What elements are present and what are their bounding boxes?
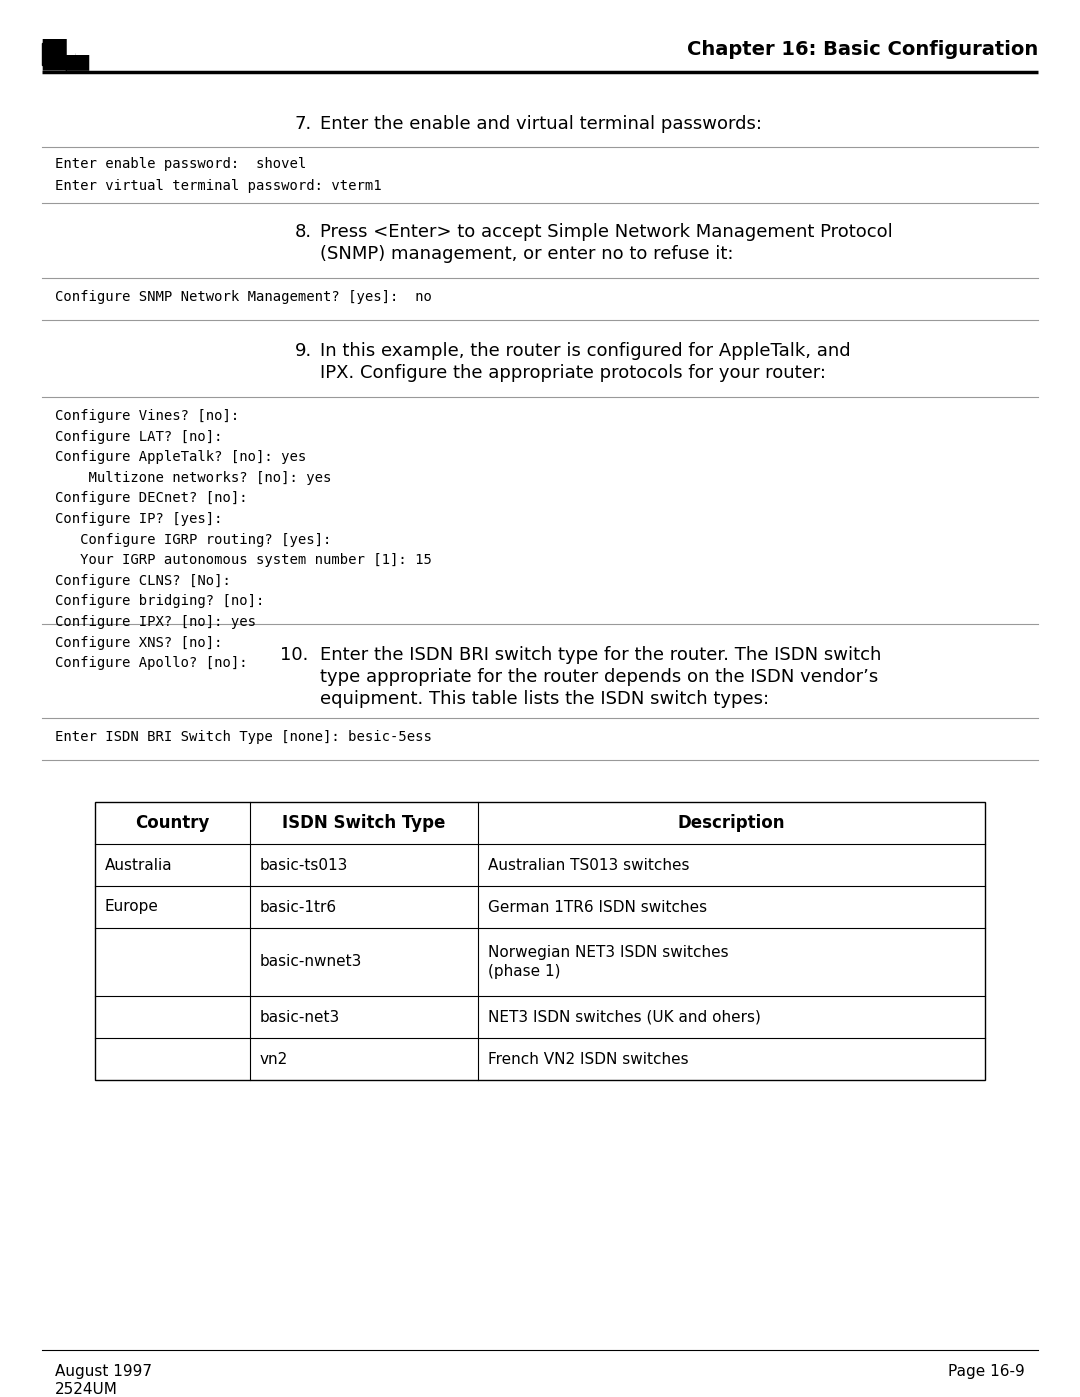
Text: basic-nwnet3: basic-nwnet3 <box>260 954 363 970</box>
Bar <box>95 802 985 1080</box>
Text: Chapter 16: Basic Configuration: Chapter 16: Basic Configuration <box>687 41 1038 59</box>
Text: Enter the ISDN BRI switch type for the router. The ISDN switch: Enter the ISDN BRI switch type for the r… <box>320 645 881 664</box>
Text: Configure SNMP Network Management? [yes]:  no: Configure SNMP Network Management? [yes]… <box>55 291 432 305</box>
Text: basic-net3: basic-net3 <box>260 1010 340 1024</box>
Text: Configure Vines? [no]:
Configure LAT? [no]:
Configure AppleTalk? [no]: yes
    M: Configure Vines? [no]: Configure LAT? [n… <box>55 409 432 671</box>
Text: NET3 ISDN switches (UK and ohers): NET3 ISDN switches (UK and ohers) <box>488 1010 761 1024</box>
Text: Page 16-9: Page 16-9 <box>948 1363 1025 1379</box>
Text: basic-1tr6: basic-1tr6 <box>260 900 337 915</box>
Text: Norwegian NET3 ISDN switches
(phase 1): Norwegian NET3 ISDN switches (phase 1) <box>488 944 729 979</box>
Text: ISDN Switch Type: ISDN Switch Type <box>282 814 446 833</box>
Text: type appropriate for the router depends on the ISDN vendor’s: type appropriate for the router depends … <box>320 668 878 686</box>
Text: 9.: 9. <box>295 342 312 360</box>
Text: Enter ISDN BRI Switch Type [none]: besic-5ess: Enter ISDN BRI Switch Type [none]: besic… <box>55 731 432 745</box>
Text: French VN2 ISDN switches: French VN2 ISDN switches <box>488 1052 689 1066</box>
Text: 2524UM: 2524UM <box>55 1382 118 1397</box>
Text: Enter enable password:  shovel
Enter virtual terminal password: vterm1: Enter enable password: shovel Enter virt… <box>55 156 381 193</box>
Text: German 1TR6 ISDN switches: German 1TR6 ISDN switches <box>488 900 707 915</box>
Text: Description: Description <box>678 814 785 833</box>
Text: Europe: Europe <box>105 900 159 915</box>
Text: Press <Enter> to accept Simple Network Management Protocol: Press <Enter> to accept Simple Network M… <box>320 224 893 242</box>
Text: 8.: 8. <box>295 224 312 242</box>
Text: Enter the enable and virtual terminal passwords:: Enter the enable and virtual terminal pa… <box>320 115 762 133</box>
Text: (SNMP) management, or enter no to refuse it:: (SNMP) management, or enter no to refuse… <box>320 244 733 263</box>
Text: Australia: Australia <box>105 858 173 873</box>
Text: █▄: █▄ <box>42 38 89 70</box>
Text: August 1997: August 1997 <box>55 1363 152 1379</box>
Text: equipment. This table lists the ISDN switch types:: equipment. This table lists the ISDN swi… <box>320 690 769 708</box>
Bar <box>62 53 75 66</box>
Text: IPX. Configure the appropriate protocols for your router:: IPX. Configure the appropriate protocols… <box>320 365 826 381</box>
Text: In this example, the router is configured for AppleTalk, and: In this example, the router is configure… <box>320 342 851 360</box>
Text: Australian TS013 switches: Australian TS013 switches <box>488 858 689 873</box>
Text: 7.: 7. <box>295 115 312 133</box>
Bar <box>42 43 60 66</box>
Text: Country: Country <box>135 814 210 833</box>
Text: 10.: 10. <box>280 645 309 664</box>
Text: basic-ts013: basic-ts013 <box>260 858 349 873</box>
Bar <box>62 47 75 59</box>
Text: vn2: vn2 <box>260 1052 288 1066</box>
